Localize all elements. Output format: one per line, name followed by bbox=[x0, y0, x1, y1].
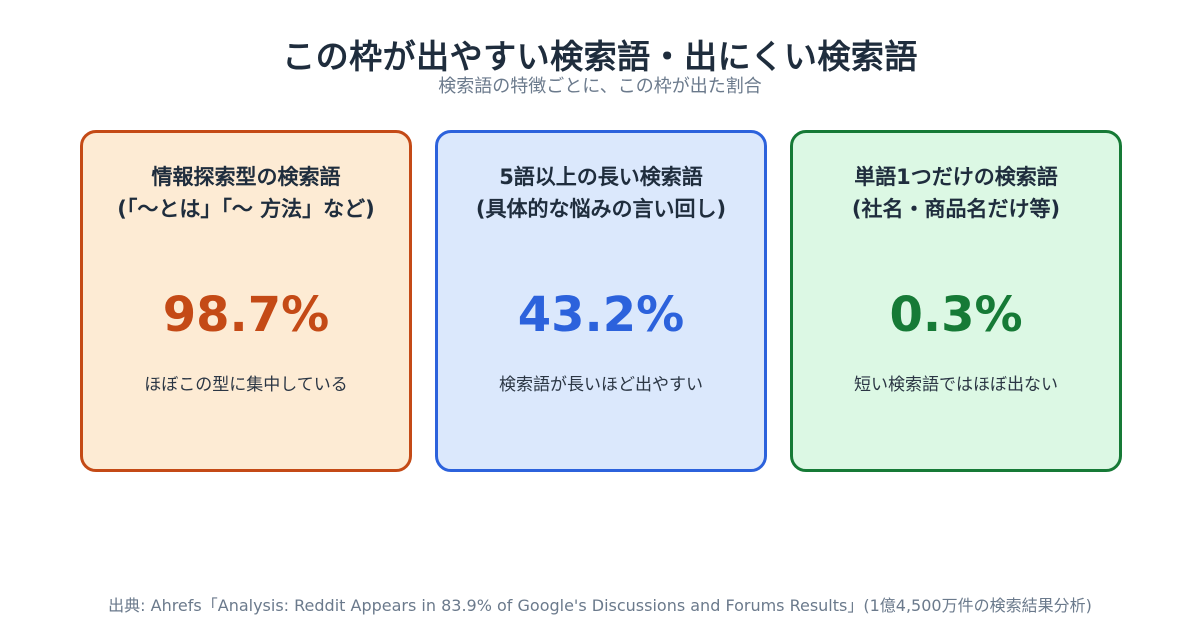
card-value: 0.3% bbox=[889, 287, 1023, 343]
source-note: 出典: Ahrefs「Analysis: Reddit Appears in 8… bbox=[108, 596, 1092, 615]
card-note: 短い検索語ではほぼ出ない bbox=[854, 375, 1058, 395]
card-heading: 5語以上の長い検索語 (具体的な悩みの言い回し) bbox=[438, 161, 764, 225]
stat-card-long-query: 5語以上の長い検索語 (具体的な悩みの言い回し) 43.2% 検索語が長いほど出… bbox=[435, 130, 767, 472]
card-heading-line1: 単語1つだけの検索語 bbox=[854, 165, 1058, 189]
card-heading-line2: (「〜とは」「〜 方法」など) bbox=[117, 197, 375, 221]
page-subtitle: 検索語の特徴ごとに、この枠が出た割合 bbox=[438, 76, 762, 97]
card-value: 98.7% bbox=[162, 287, 330, 343]
page-title: この枠が出やすい検索語・出にくい検索語 bbox=[282, 37, 918, 76]
card-heading: 単語1つだけの検索語 (社名・商品名だけ等) bbox=[793, 161, 1119, 225]
stat-card-single-word: 単語1つだけの検索語 (社名・商品名だけ等) 0.3% 短い検索語ではほぼ出ない bbox=[790, 130, 1122, 472]
card-note: ほぼこの型に集中している bbox=[144, 375, 348, 395]
card-heading-line2: (社名・商品名だけ等) bbox=[851, 197, 1061, 221]
card-heading: 情報探索型の検索語 (「〜とは」「〜 方法」など) bbox=[83, 161, 409, 225]
card-note: 検索語が長いほど出やすい bbox=[499, 375, 703, 395]
card-value: 43.2% bbox=[517, 287, 685, 343]
stat-cards: 情報探索型の検索語 (「〜とは」「〜 方法」など) 98.7% ほぼこの型に集中… bbox=[80, 130, 1122, 472]
stat-card-informational: 情報探索型の検索語 (「〜とは」「〜 方法」など) 98.7% ほぼこの型に集中… bbox=[80, 130, 412, 472]
card-heading-line1: 5語以上の長い検索語 bbox=[499, 165, 703, 189]
card-heading-line1: 情報探索型の検索語 bbox=[151, 165, 341, 189]
card-heading-line2: (具体的な悩みの言い回し) bbox=[475, 197, 727, 221]
